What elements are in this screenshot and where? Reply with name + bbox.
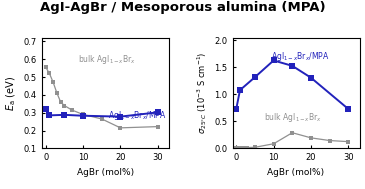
Text: bulk AgI$_{1-x}$Br$_x$: bulk AgI$_{1-x}$Br$_x$ <box>77 53 135 66</box>
X-axis label: AgBr (mol%): AgBr (mol%) <box>77 168 134 177</box>
Text: AgI-AgBr / Mesoporous alumina (MPA): AgI-AgBr / Mesoporous alumina (MPA) <box>40 1 325 14</box>
Y-axis label: $E_\mathrm{a}$ (eV): $E_\mathrm{a}$ (eV) <box>5 76 18 111</box>
Text: AgI$_{1-x}$Br$_x$/MPA: AgI$_{1-x}$Br$_x$/MPA <box>270 50 329 63</box>
X-axis label: AgBr (mol%): AgBr (mol%) <box>268 168 324 177</box>
Y-axis label: $\sigma_{25°C}$ ($10^{-3}$ S cm$^{-1}$): $\sigma_{25°C}$ ($10^{-3}$ S cm$^{-1}$) <box>195 52 209 134</box>
Text: AgI$_{1-x}$Br$_x$/MPA: AgI$_{1-x}$Br$_x$/MPA <box>108 109 166 122</box>
Text: bulk AgI$_{1-x}$Br$_x$: bulk AgI$_{1-x}$Br$_x$ <box>264 111 322 124</box>
